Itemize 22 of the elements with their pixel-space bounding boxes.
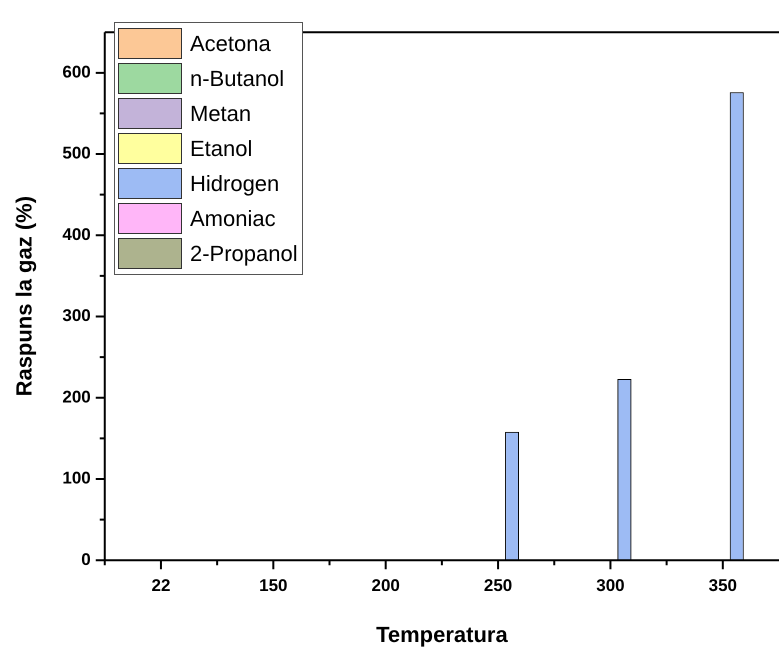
- legend-label: Hidrogen: [190, 170, 280, 196]
- legend-label: 2-Propanol: [190, 240, 298, 266]
- y-tick-label: 500: [62, 144, 91, 163]
- y-tick-label: 100: [62, 468, 91, 488]
- y-axis-title: Raspuns la gaz (%): [11, 196, 36, 396]
- legend-label: n-Butanol: [190, 66, 284, 92]
- y-tick-label: 600: [62, 62, 91, 82]
- x-tick-label: 200: [372, 576, 400, 596]
- y-tick-label: 300: [62, 306, 91, 326]
- y-tick-label: 0: [81, 550, 91, 569]
- x-tick-label: 250: [484, 576, 512, 596]
- x-axis-title: Temperatura: [376, 622, 508, 647]
- x-tick-label: 300: [596, 576, 625, 596]
- legend-label: Acetona: [190, 30, 271, 56]
- x-tick-label: 350: [708, 576, 737, 596]
- x-tick-label: 150: [259, 576, 288, 596]
- x-tick-label: 22: [151, 576, 170, 596]
- legend-label: Metan: [190, 100, 252, 126]
- legend-label: Amoniac: [190, 206, 276, 232]
- y-tick-label: 400: [62, 224, 91, 244]
- y-tick-label: 200: [62, 387, 91, 406]
- legend-label: Etanol: [190, 136, 252, 162]
